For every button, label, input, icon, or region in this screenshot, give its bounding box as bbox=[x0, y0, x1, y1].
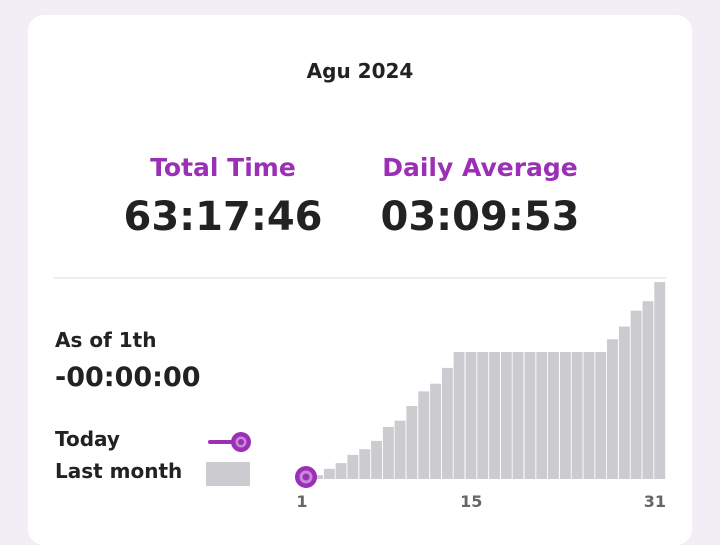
last-month-bar-day-29 bbox=[630, 310, 642, 479]
last-month-bar-day-28 bbox=[618, 326, 630, 479]
last-month-bar-day-12 bbox=[430, 383, 441, 479]
last-month-bar-day-9 bbox=[394, 420, 406, 479]
total-time-value: 63:17:46 bbox=[123, 194, 323, 240]
last-month-bar-day-23 bbox=[559, 352, 571, 479]
last-month-bar-day-26 bbox=[595, 352, 607, 479]
total-time-label: Total Time bbox=[150, 153, 296, 182]
last-month-bar-day-19 bbox=[512, 352, 524, 479]
last-month-bar-day-22 bbox=[548, 352, 559, 479]
last-month-bar-day-10 bbox=[406, 406, 418, 479]
total-time-stat: Total Time 63:17:46 bbox=[93, 153, 353, 240]
last-month-bar-day-14 bbox=[453, 352, 465, 479]
last-month-bar-day-24 bbox=[571, 352, 583, 479]
legend-today-swatch-icon bbox=[208, 432, 251, 452]
last-month-bar-day-4 bbox=[335, 463, 347, 479]
as-of-difference: -00:00:00 bbox=[55, 362, 201, 393]
last-month-bar-day-6 bbox=[359, 449, 371, 479]
last-month-bar-day-25 bbox=[583, 352, 595, 479]
last-month-bar-day-20 bbox=[524, 352, 536, 479]
month-title: Agu 2024 bbox=[306, 59, 414, 83]
legend-today-label: Today bbox=[55, 427, 120, 451]
last-month-bar-day-16 bbox=[477, 352, 489, 479]
last-month-bar-day-2 bbox=[312, 475, 323, 479]
daily-average-label: Daily Average bbox=[382, 153, 578, 182]
last-month-bar-day-8 bbox=[382, 426, 394, 479]
last-month-bar-day-7 bbox=[371, 440, 382, 479]
last-month-bar-day-13 bbox=[441, 367, 453, 479]
last-month-bars bbox=[300, 282, 666, 479]
today-point-day-1 bbox=[295, 466, 317, 488]
last-month-bar-day-30 bbox=[642, 301, 654, 479]
last-month-bar-day-31 bbox=[654, 282, 666, 479]
last-month-bar-day-27 bbox=[607, 339, 618, 479]
cumulative-time-chart: 1 15 31 bbox=[295, 282, 666, 511]
last-month-bar-day-18 bbox=[500, 352, 512, 479]
last-month-bar-day-11 bbox=[418, 391, 430, 479]
last-month-bar-day-15 bbox=[465, 352, 477, 479]
last-month-bar-day-17 bbox=[489, 352, 500, 479]
as-of-label: As of 1th bbox=[55, 328, 157, 352]
x-tick-label-15: 15 bbox=[460, 492, 482, 511]
last-month-bar-day-5 bbox=[347, 454, 359, 479]
last-month-bar-day-21 bbox=[536, 352, 548, 479]
x-tick-label-1: 1 bbox=[296, 492, 307, 511]
section-divider bbox=[54, 277, 666, 279]
today-series bbox=[295, 466, 317, 488]
x-tick-label-31: 31 bbox=[644, 492, 666, 511]
daily-average-value: 03:09:53 bbox=[380, 194, 580, 240]
daily-average-stat: Daily Average 03:09:53 bbox=[350, 153, 610, 240]
legend-last-month-swatch bbox=[206, 462, 250, 486]
x-axis-ticks: 1 15 31 bbox=[296, 492, 666, 511]
legend-last-month-label: Last month bbox=[55, 459, 183, 483]
last-month-bar-day-3 bbox=[323, 468, 335, 479]
